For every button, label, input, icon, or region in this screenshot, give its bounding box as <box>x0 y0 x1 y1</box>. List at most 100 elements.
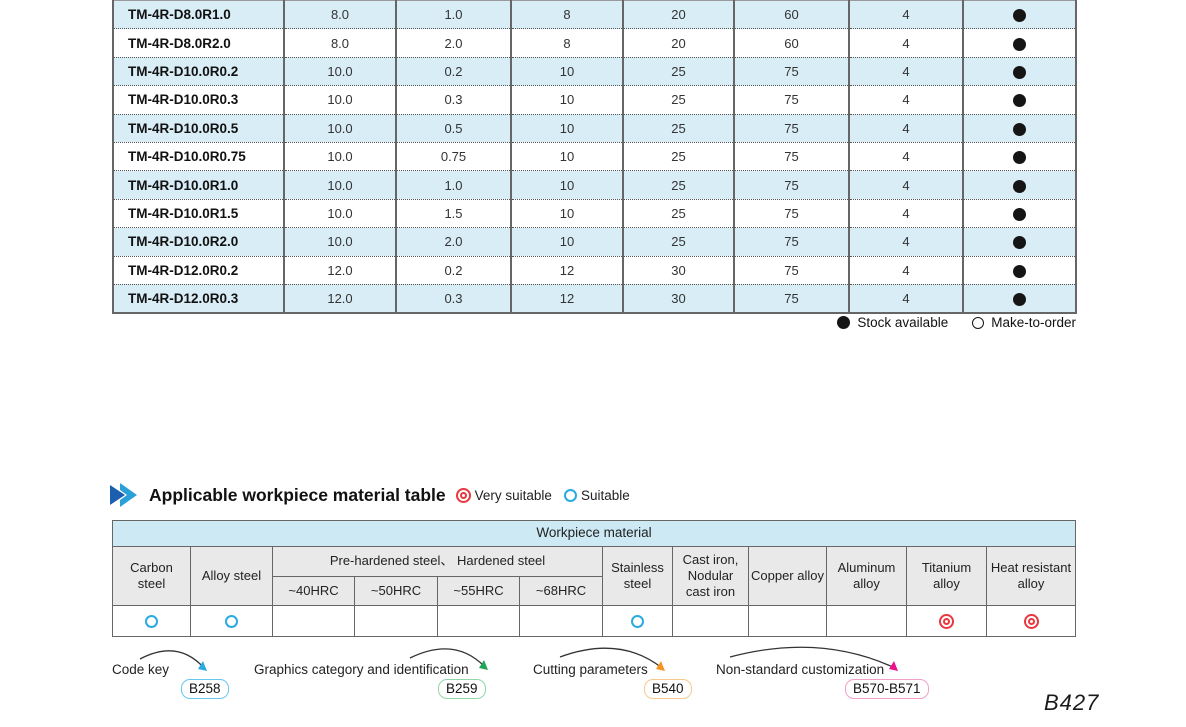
rating-cell <box>437 605 520 637</box>
value-cell: 10 <box>510 198 623 228</box>
value-cell: 0.75 <box>395 141 511 171</box>
value-cell: 1.5 <box>395 198 511 228</box>
value-cell: 75 <box>733 227 849 257</box>
model-cell: TM-4R-D10.0R0.2 <box>112 56 284 86</box>
availability-cell <box>962 255 1076 285</box>
availability-cell <box>962 0 1076 29</box>
value-cell: 25 <box>622 141 734 171</box>
rating-cell <box>748 605 827 637</box>
value-cell: 75 <box>733 283 849 314</box>
page-ref-badge[interactable]: B570-B571 <box>845 679 929 699</box>
stock-available-icon <box>1013 236 1026 250</box>
availability-cell <box>962 56 1076 86</box>
footer-arrows <box>139 646 898 671</box>
model-cell: TM-4R-D8.0R1.0 <box>112 0 284 29</box>
suitable-icon <box>145 614 158 628</box>
value-cell: 75 <box>733 141 849 171</box>
value-cell: 10 <box>510 85 623 115</box>
value-cell: 20 <box>622 28 734 58</box>
col-aluminum-alloy: Aluminum alloy <box>826 546 907 606</box>
value-cell: 25 <box>622 85 734 115</box>
availability-cell <box>962 85 1076 115</box>
value-cell: 12.0 <box>283 255 396 285</box>
footer-arrow-curve <box>729 646 896 669</box>
rating-cell <box>272 605 355 637</box>
rating-cell <box>672 605 749 637</box>
model-cell: TM-4R-D10.0R2.0 <box>112 227 284 257</box>
value-cell: 20 <box>622 0 734 29</box>
value-cell: 10.0 <box>283 56 396 86</box>
stock-legend: Stock available Make-to-order <box>810 315 1076 330</box>
footer-link-label: Non-standard customization <box>716 662 885 677</box>
value-cell: 10 <box>510 56 623 86</box>
value-cell: 4 <box>848 85 963 115</box>
page-ref-badge[interactable]: B258 <box>181 679 229 699</box>
value-cell: 4 <box>848 141 963 171</box>
footer-arrowhead-icon <box>656 661 665 671</box>
footer-arrowhead-icon <box>198 661 207 671</box>
suitability-legend: Very suitable Suitable <box>456 488 630 503</box>
value-cell: 75 <box>733 255 849 285</box>
availability-cell <box>962 170 1076 200</box>
value-cell: 75 <box>733 85 849 115</box>
value-cell: 4 <box>848 170 963 200</box>
very-suitable-icon <box>943 617 950 625</box>
value-cell: 25 <box>622 227 734 257</box>
value-cell: 4 <box>848 198 963 228</box>
spec-table-row: TM-4R-D12.0R0.2 12.0 0.2 12 30 75 4 <box>112 255 1076 285</box>
value-cell: 60 <box>733 28 849 58</box>
col-prehardened-hardened: Pre-hardened steel、 Hardened steel <box>272 546 603 577</box>
footer-link-label: Code key <box>112 662 170 677</box>
rating-cell <box>190 605 273 637</box>
col-40hrc: ~40HRC <box>272 576 355 606</box>
stock-available-label: Stock available <box>857 315 949 330</box>
value-cell: 30 <box>622 283 734 314</box>
col-50hrc: ~50HRC <box>354 576 438 606</box>
col-carbon-steel: Carbon steel <box>112 546 191 606</box>
value-cell: 10.0 <box>283 113 396 143</box>
spec-table-row: TM-4R-D10.0R0.5 10.0 0.5 10 25 75 4 <box>112 113 1076 143</box>
value-cell: 12 <box>510 255 623 285</box>
material-table-title: Workpiece material <box>112 520 1076 547</box>
page-ref-badge[interactable]: B259 <box>438 679 486 699</box>
spec-table-row: TM-4R-D10.0R2.0 10.0 2.0 10 25 75 4 <box>112 227 1076 257</box>
very-suitable-icon <box>1027 617 1035 625</box>
value-cell: 1.0 <box>395 170 511 200</box>
spec-table-row: TM-4R-D10.0R0.75 10.0 0.75 10 25 75 4 <box>112 141 1076 171</box>
stock-available-icon <box>1013 151 1026 165</box>
col-68hrc: ~68HRC <box>519 576 603 606</box>
value-cell: 8 <box>510 28 623 58</box>
value-cell: 2.0 <box>395 227 511 257</box>
value-cell: 60 <box>733 0 849 29</box>
availability-cell <box>962 141 1076 171</box>
value-cell: 0.3 <box>395 283 511 314</box>
page-ref-badge[interactable]: B540 <box>644 679 692 699</box>
value-cell: 10.0 <box>283 227 396 257</box>
workpiece-material-table: Workpiece material Carbon steel Alloy st… <box>112 520 1076 637</box>
spec-table-body: TM-4R-D8.0R1.0 8.0 1.0 8 20 60 4 TM-4R-D8.0R2.0… <box>112 0 1076 314</box>
model-cell: TM-4R-D12.0R0.3 <box>112 283 284 314</box>
model-cell: TM-4R-D10.0R1.0 <box>112 170 284 200</box>
footer-arrowhead-icon <box>889 661 898 671</box>
value-cell: 10 <box>510 141 623 171</box>
model-cell: TM-4R-D8.0R2.0 <box>112 28 284 58</box>
stock-available-icon <box>1013 122 1026 136</box>
rating-cell <box>826 605 907 637</box>
value-cell: 12 <box>510 283 623 314</box>
material-values-row <box>112 605 1076 637</box>
model-cell: TM-4R-D10.0R0.75 <box>112 141 284 171</box>
value-cell: 10 <box>510 170 623 200</box>
stock-available-icon <box>837 316 851 329</box>
value-cell: 75 <box>733 170 849 200</box>
value-cell: 0.3 <box>395 85 511 115</box>
suitable-label: Suitable <box>580 487 630 503</box>
col-cast-iron: Cast iron, Nodular cast iron <box>672 546 749 606</box>
stock-available-icon <box>1013 9 1026 23</box>
spec-table-row: TM-4R-D10.0R1.0 10.0 1.0 10 25 75 4 <box>112 170 1076 200</box>
rating-cell <box>354 605 438 637</box>
very-suitable-label: Very suitable <box>474 487 552 503</box>
value-cell: 25 <box>622 113 734 143</box>
value-cell: 4 <box>848 28 963 58</box>
value-cell: 25 <box>622 198 734 228</box>
